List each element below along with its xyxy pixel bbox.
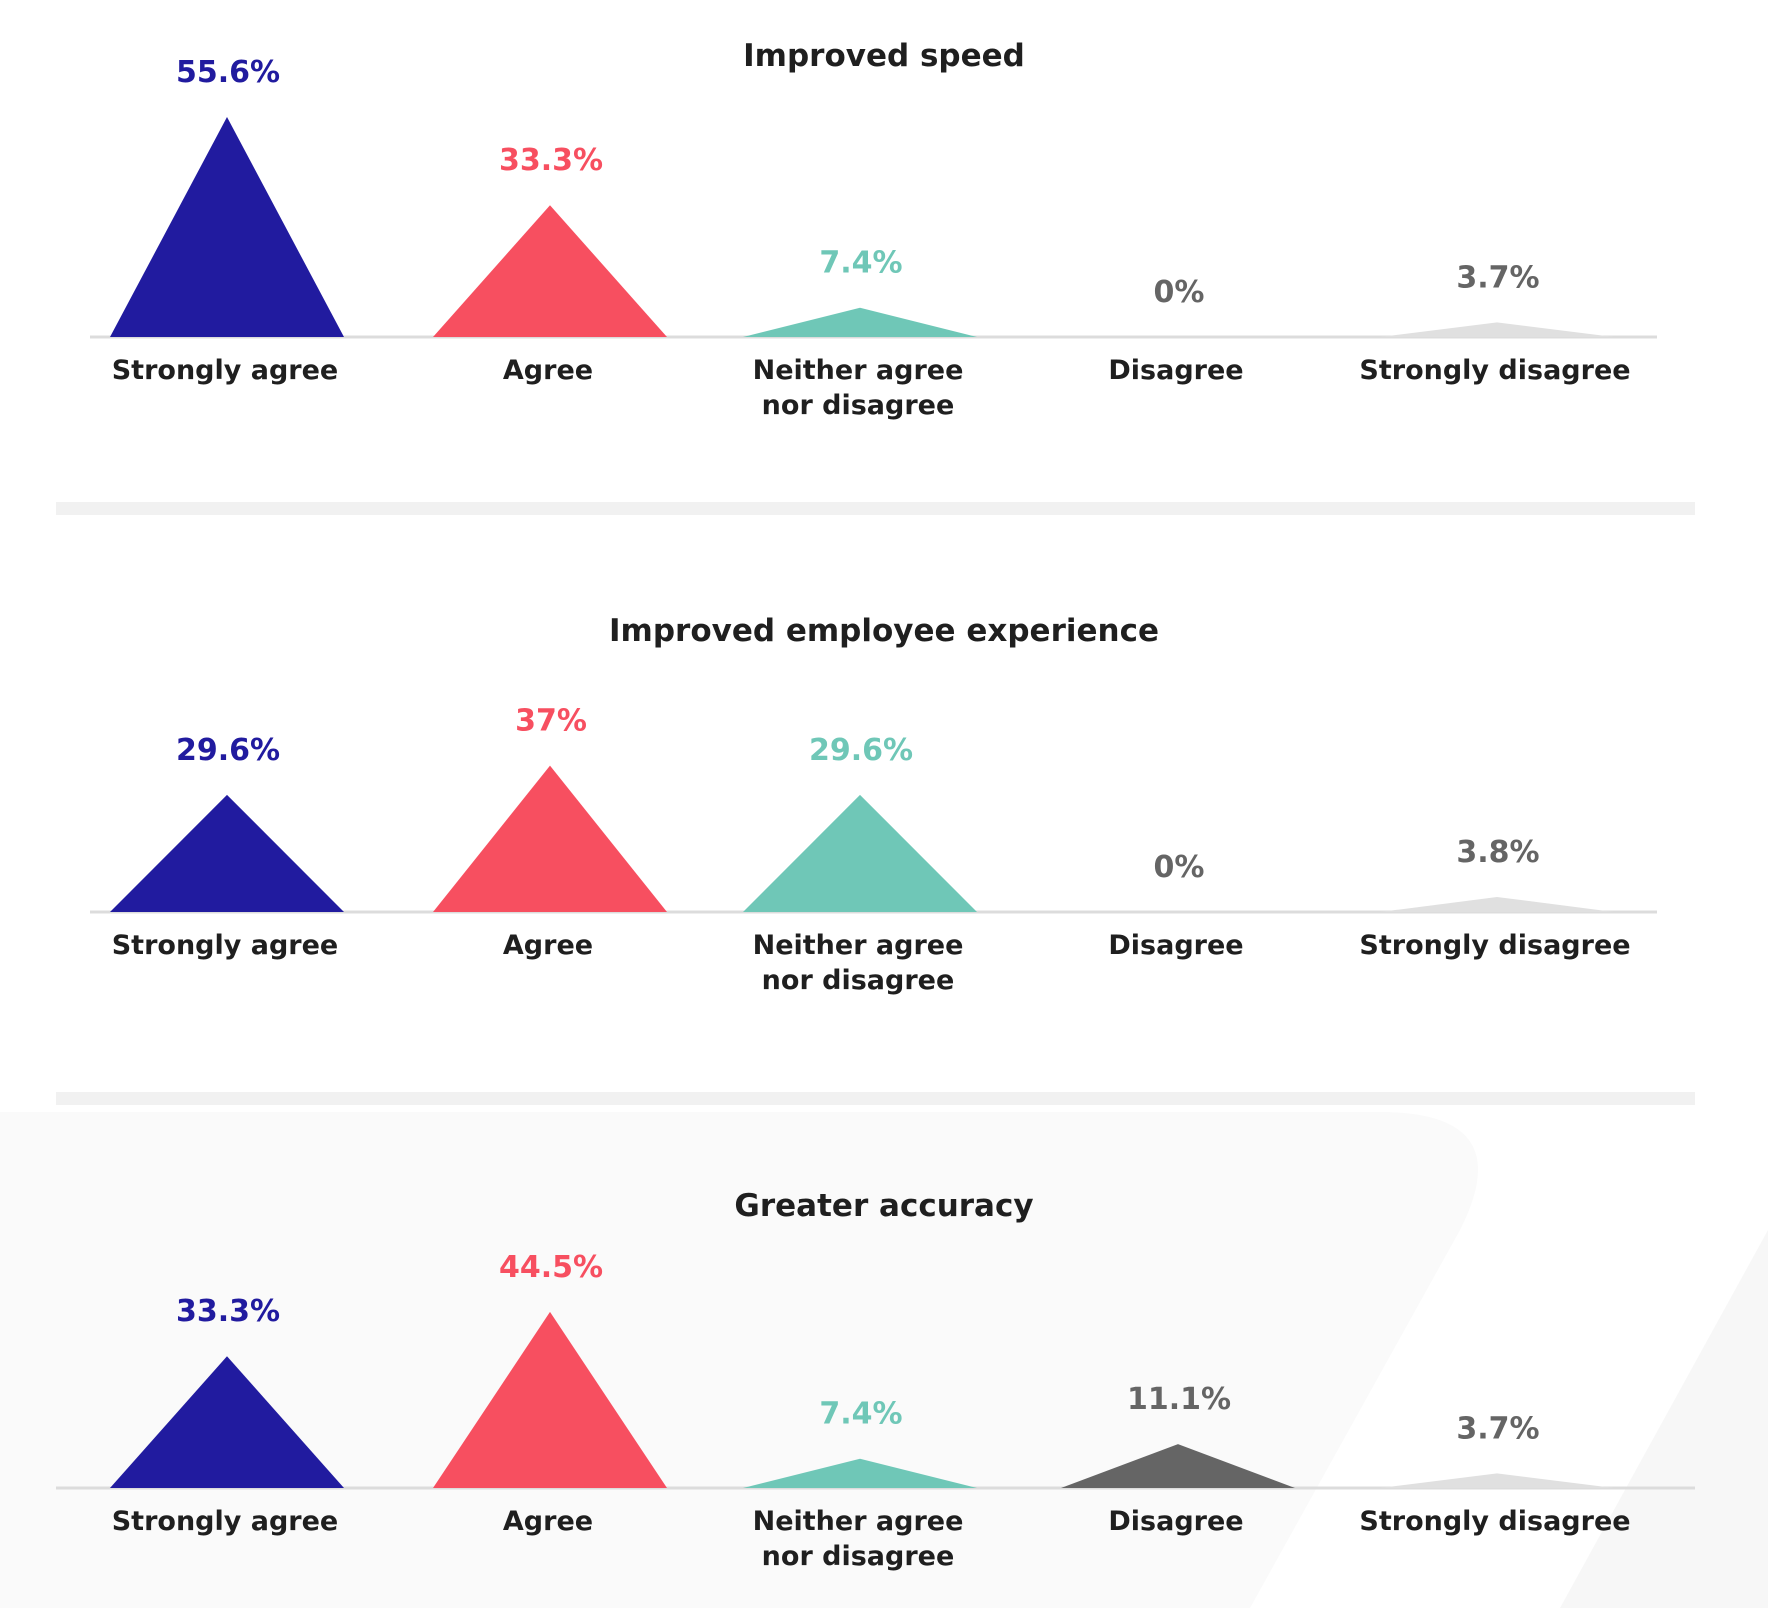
bar-strongly-agree bbox=[110, 1356, 344, 1488]
value-label-disagree: 0% bbox=[1154, 850, 1205, 885]
bar-strongly-disagree bbox=[1380, 896, 1614, 912]
bar-agree bbox=[433, 765, 667, 912]
bar-disagree bbox=[1061, 1444, 1295, 1488]
bar-strongly-disagree bbox=[1380, 322, 1614, 337]
bar-agree bbox=[433, 1311, 667, 1488]
section-divider bbox=[56, 502, 1695, 515]
category-label-line: nor disagree bbox=[762, 965, 955, 996]
value-label-neither: 29.6% bbox=[809, 733, 913, 768]
chart-panel-improved-speed: Improved speed 55.6% Strongly agree 33.3% A… bbox=[0, 0, 1768, 500]
value-label-strongly-disagree: 3.7% bbox=[1456, 260, 1539, 295]
category-label-disagree: Disagree bbox=[1108, 930, 1243, 961]
value-label-strongly-agree: 33.3% bbox=[176, 1294, 280, 1329]
category-label-agree: Agree bbox=[503, 930, 593, 961]
value-label-strongly-agree: 55.6% bbox=[176, 55, 280, 90]
category-label-agree: Agree bbox=[503, 355, 593, 386]
chart-panel-improved-employee-experience: Improved employee experience 29.6% Strong… bbox=[90, 613, 1657, 996]
value-label-disagree: 0% bbox=[1154, 275, 1205, 310]
value-label-agree: 33.3% bbox=[499, 143, 603, 178]
value-label-strongly-agree: 29.6% bbox=[176, 733, 280, 768]
category-label-neither: Neither agree nor disagree bbox=[753, 1506, 964, 1572]
category-label-line: Neither agree bbox=[753, 1506, 964, 1537]
bar-agree bbox=[433, 205, 667, 337]
chart-title: Improved employee experience bbox=[609, 613, 1159, 649]
chart-improved-employee-experience: 29.6% Strongly agree 37% Agree 29.6% Neither … bbox=[90, 704, 1657, 996]
category-label-agree: Agree bbox=[503, 1506, 593, 1537]
chart-title: Improved speed bbox=[743, 38, 1025, 74]
category-label-strongly-agree: Strongly agree bbox=[112, 355, 339, 386]
bar-neither bbox=[743, 794, 977, 912]
value-label-strongly-disagree: 3.7% bbox=[1456, 1411, 1539, 1446]
bar-strongly-disagree bbox=[1380, 1473, 1614, 1488]
category-label-strongly-agree: Strongly agree bbox=[112, 1506, 339, 1537]
category-label-strongly-disagree: Strongly disagree bbox=[1359, 930, 1630, 961]
value-label-agree: 44.5% bbox=[499, 1250, 603, 1285]
chart-title: Greater accuracy bbox=[734, 1188, 1034, 1224]
chart-improved-speed: 55.6% Strongly agree 33.3% Agree 7.4% Neither… bbox=[90, 55, 1657, 421]
value-label-agree: 37% bbox=[515, 704, 587, 739]
bar-neither bbox=[743, 307, 977, 337]
category-label-line: nor disagree bbox=[762, 1541, 955, 1572]
category-label-neither: Neither agree nor disagree bbox=[753, 930, 964, 996]
category-label-line: Neither agree bbox=[753, 355, 964, 386]
category-label-disagree: Disagree bbox=[1108, 355, 1243, 386]
category-label-strongly-disagree: Strongly disagree bbox=[1359, 1506, 1630, 1537]
value-label-disagree: 11.1% bbox=[1127, 1382, 1231, 1417]
value-label-neither: 7.4% bbox=[819, 246, 902, 281]
category-label-strongly-disagree: Strongly disagree bbox=[1359, 355, 1630, 386]
category-label-neither: Neither agree nor disagree bbox=[753, 355, 964, 421]
category-label-line: Neither agree bbox=[753, 930, 964, 961]
section-divider bbox=[56, 1092, 1695, 1105]
bar-strongly-agree bbox=[110, 794, 344, 912]
category-label-strongly-agree: Strongly agree bbox=[112, 930, 339, 961]
value-label-strongly-disagree: 3.8% bbox=[1456, 835, 1539, 870]
category-label-disagree: Disagree bbox=[1108, 1506, 1243, 1537]
bar-strongly-agree bbox=[110, 117, 344, 337]
value-label-neither: 7.4% bbox=[819, 1397, 902, 1432]
category-label-line: nor disagree bbox=[762, 390, 955, 421]
bar-neither bbox=[743, 1458, 977, 1488]
